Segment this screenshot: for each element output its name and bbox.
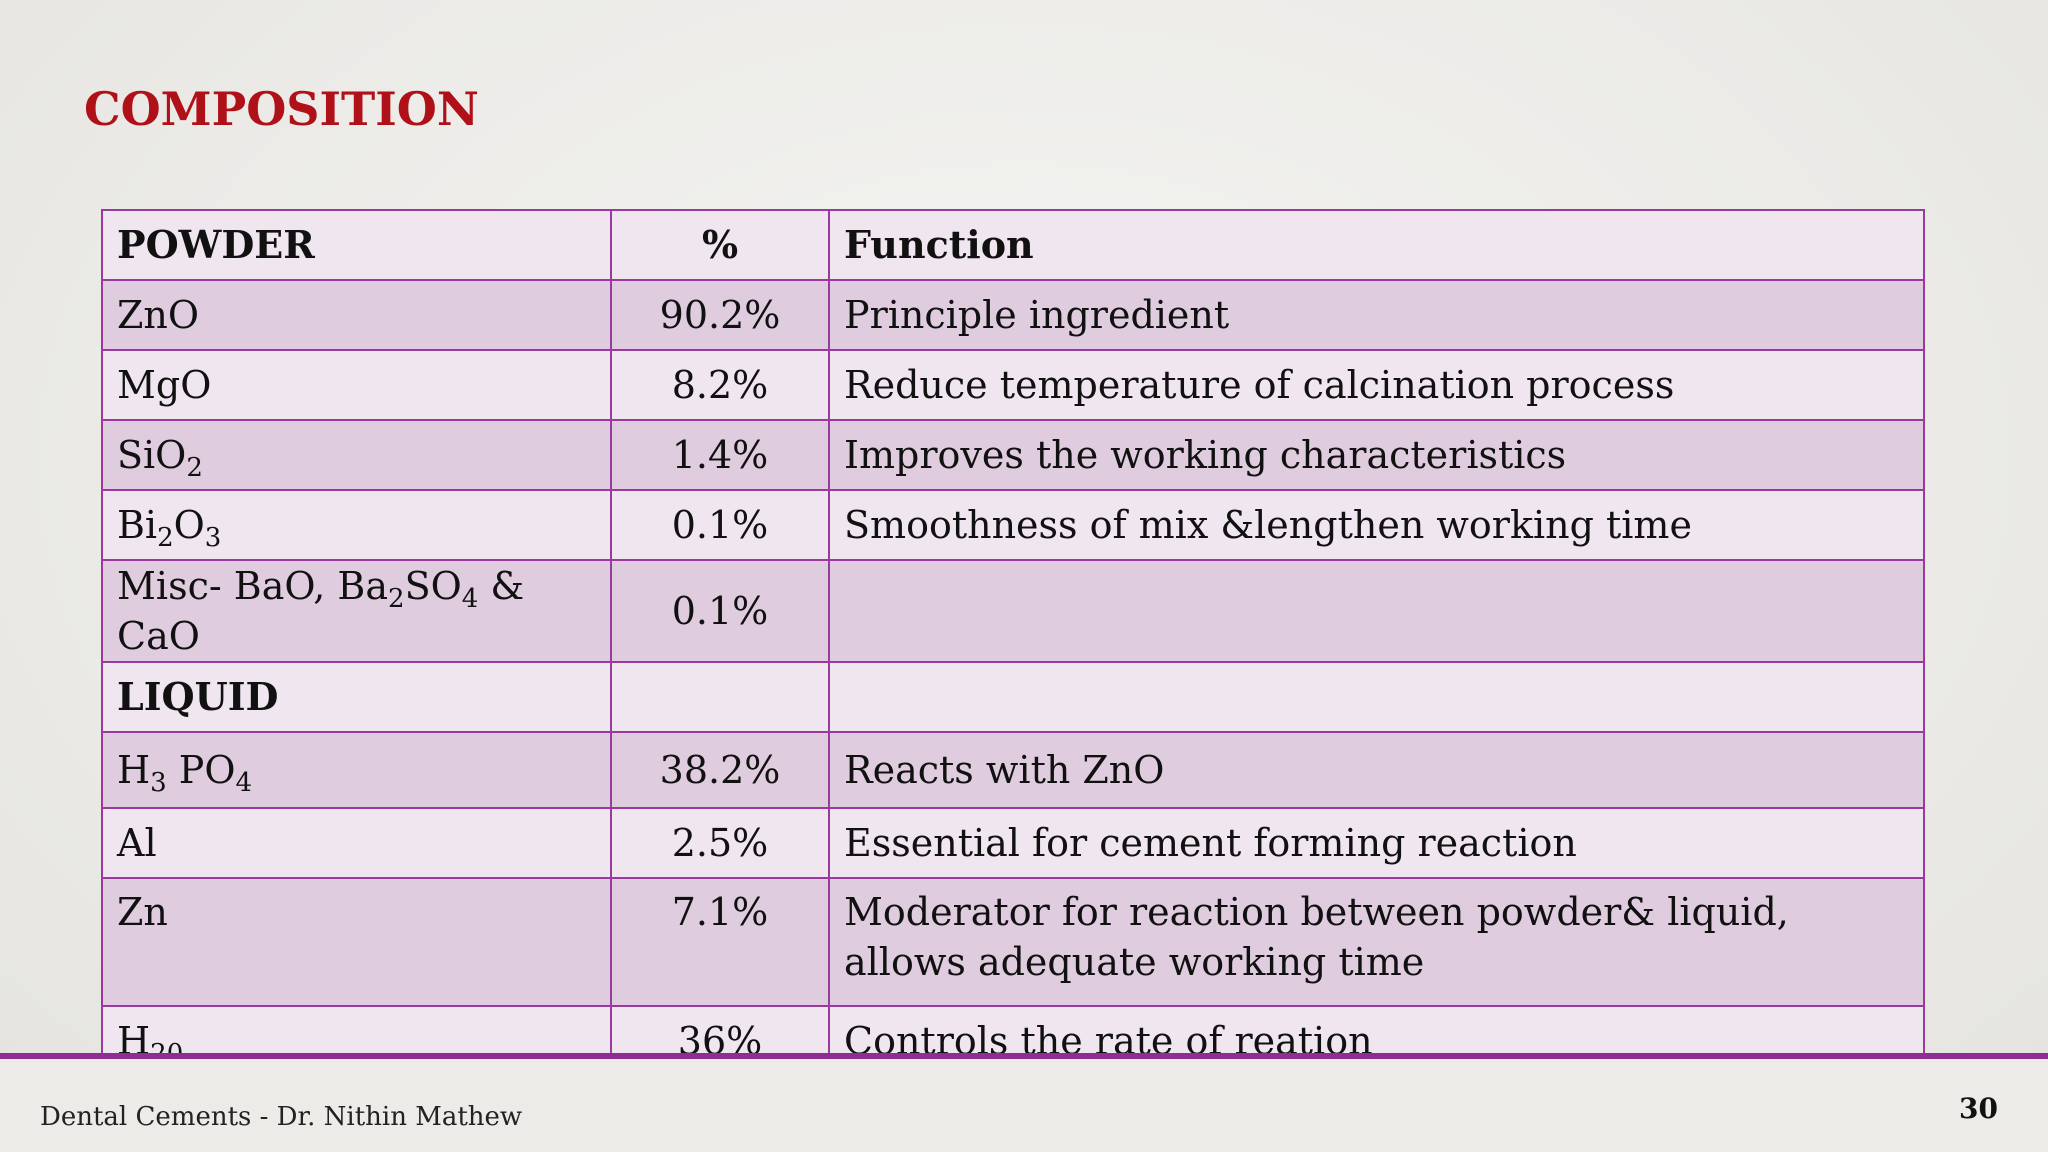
- row-function: Smoothness of mix &lengthen working time: [828, 489, 1925, 561]
- row-percent: 0.1%: [610, 489, 830, 561]
- row-percent: 38.2%: [610, 731, 830, 809]
- row-percent: [610, 661, 830, 733]
- row-component: Al: [101, 807, 612, 879]
- row-function: Principle ingredient: [828, 279, 1925, 351]
- table-row: Misc- BaO, Ba2SO4 & CaO 0.1%: [101, 559, 1925, 663]
- page-number: 30: [1959, 1092, 1998, 1125]
- row-percent: 0.1%: [610, 559, 830, 663]
- row-percent: 8.2%: [610, 349, 830, 421]
- section-label-liquid: LIQUID: [101, 661, 612, 733]
- row-function: Reduce temperature of calcination proces…: [828, 349, 1925, 421]
- row-component: ZnO: [101, 279, 612, 351]
- table-header-row: POWDER % Function: [101, 209, 1925, 281]
- footer-divider: [0, 1053, 2048, 1059]
- footer-text: Dental Cements - Dr. Nithin Mathew: [40, 1102, 523, 1132]
- row-percent: 90.2%: [610, 279, 830, 351]
- row-component: H3 PO4: [101, 731, 612, 809]
- row-component: Misc- BaO, Ba2SO4 & CaO: [101, 559, 612, 663]
- table-row: Zn 7.1% Moderator for reaction between p…: [101, 877, 1925, 1007]
- table-row: MgO 8.2% Reduce temperature of calcinati…: [101, 349, 1925, 421]
- table-row: Bi2O3 0.1% Smoothness of mix &lengthen w…: [101, 489, 1925, 561]
- row-component: SiO2: [101, 419, 612, 491]
- row-function: Essential for cement forming reaction: [828, 807, 1925, 879]
- row-component: Zn: [101, 877, 612, 1007]
- row-function: [828, 559, 1925, 663]
- row-function: Moderator for reaction between powder& l…: [828, 877, 1925, 1007]
- table-row: H3 PO4 38.2% Reacts with ZnO: [101, 731, 1925, 809]
- header-percent: %: [610, 209, 830, 281]
- slide-title: COMPOSITION: [84, 82, 479, 136]
- row-component: Bi2O3: [101, 489, 612, 561]
- table-row: ZnO 90.2% Principle ingredient: [101, 279, 1925, 351]
- header-component: POWDER: [101, 209, 612, 281]
- table-section-row: LIQUID: [101, 661, 1925, 733]
- row-percent: 2.5%: [610, 807, 830, 879]
- composition-table: POWDER % Function ZnO 90.2% Principle in…: [101, 209, 1925, 1077]
- row-percent: 1.4%: [610, 419, 830, 491]
- row-percent: 7.1%: [610, 877, 830, 1007]
- row-function: Reacts with ZnO: [828, 731, 1925, 809]
- table-row: Al 2.5% Essential for cement forming rea…: [101, 807, 1925, 879]
- row-function: Improves the working characteristics: [828, 419, 1925, 491]
- header-function: Function: [828, 209, 1925, 281]
- row-function: [828, 661, 1925, 733]
- table-row: SiO2 1.4% Improves the working character…: [101, 419, 1925, 491]
- footer: [0, 1059, 2048, 1152]
- row-component: MgO: [101, 349, 612, 421]
